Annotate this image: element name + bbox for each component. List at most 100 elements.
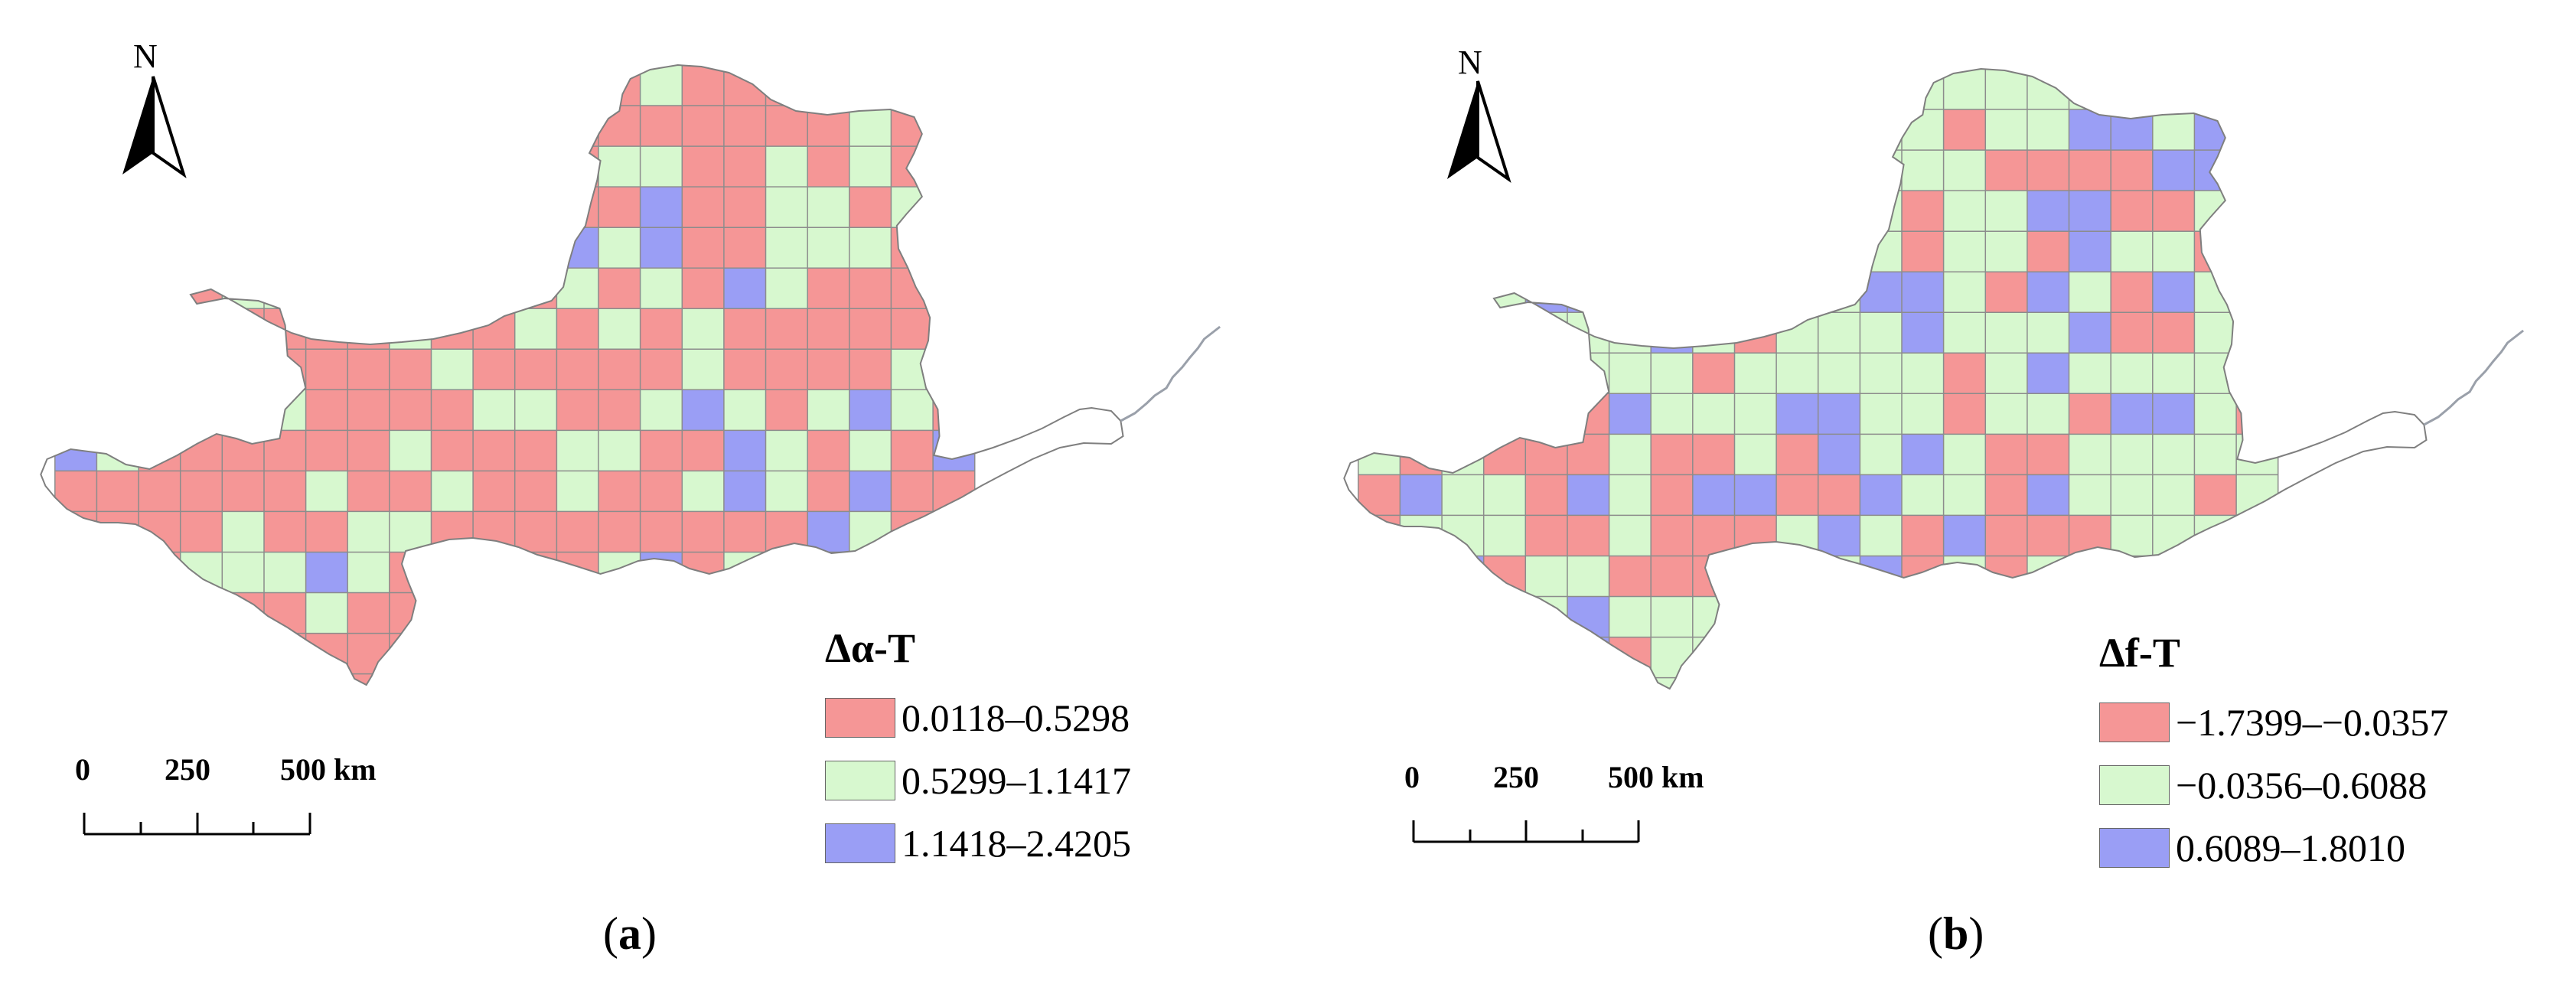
grid-cell (765, 592, 808, 634)
grid-cell (891, 308, 934, 350)
scale-label-0: 0 (1404, 760, 1420, 794)
grid-cell (2236, 272, 2279, 313)
grid-cell (1944, 759, 1986, 800)
grid-cell (2027, 677, 2069, 689)
grid-cell (640, 65, 683, 106)
grid-cell (556, 471, 599, 512)
grid-cell (139, 471, 181, 512)
grid-cell (54, 592, 97, 634)
grid-cell (1734, 150, 1777, 191)
grid-cell (933, 511, 976, 553)
grid-cell (1860, 353, 1903, 394)
grid-cell (96, 552, 139, 593)
grid-cell (1943, 312, 1986, 354)
grid-cell (54, 146, 97, 187)
grid-cell (1525, 312, 1568, 354)
grid-cell (765, 146, 808, 187)
grid-cell (2069, 109, 2111, 151)
grid-cell (2027, 596, 2069, 637)
legend-title: Δα-T (825, 625, 915, 671)
grid-cell (1818, 69, 1860, 110)
grid-cell (765, 308, 808, 350)
grid-cell (765, 390, 808, 431)
grid-cell (347, 592, 390, 634)
grid-cell (1609, 231, 1652, 272)
grid-cell (849, 552, 892, 593)
grid-cell (96, 308, 139, 350)
map-panel-a: N Δα-T 0.0118–0.5298 0.5299–1.1417 1.141… (40, 40, 1221, 957)
grid-cell (1525, 231, 1568, 272)
grid-cell (640, 552, 683, 593)
grid-cell (556, 511, 599, 553)
grid-cell (514, 673, 557, 685)
grid-cell (2027, 759, 2069, 800)
grid-cell (1985, 434, 2028, 475)
grid-cell (264, 673, 307, 685)
grid-cell (1943, 474, 1986, 516)
grid-cell (54, 552, 97, 593)
grid-cell (723, 65, 766, 106)
grid-cell (2236, 474, 2279, 516)
grid-cell (305, 633, 348, 675)
grid-cell (180, 349, 223, 390)
grid-cell (2236, 312, 2279, 354)
grid-cell (347, 715, 390, 756)
grid-cell (682, 349, 725, 390)
grid-cell (389, 227, 432, 269)
grid-cell (389, 187, 432, 228)
grid-cell (1985, 677, 2028, 689)
grid-cell (514, 511, 557, 553)
grid-cell (222, 673, 265, 685)
grid-cell (180, 390, 223, 431)
grid-cell (96, 268, 139, 309)
grid-cell (641, 755, 683, 796)
grid-cell (1985, 596, 2028, 637)
grid-cell (1860, 150, 1903, 191)
grid-cell (849, 308, 892, 350)
legend-item: −1.7399–−0.0357 (2099, 701, 2448, 744)
grid-cell (682, 268, 725, 309)
grid-cell (682, 755, 724, 796)
grid-cell (222, 146, 265, 187)
grid-cell (2027, 474, 2069, 516)
grid-cell (1400, 272, 1443, 313)
grid-cell (556, 673, 599, 685)
grid-cell (849, 146, 892, 187)
grid-cell (723, 430, 766, 471)
grid-cell (807, 146, 850, 187)
grid-cell (1525, 191, 1568, 232)
grid-cell (1693, 719, 1735, 760)
grid-cell (1902, 69, 1945, 110)
grid-cell (96, 471, 139, 512)
grid-cell (264, 592, 307, 634)
grid-cell (2236, 596, 2279, 637)
grid-cell (849, 187, 892, 228)
grid-cell (1400, 393, 1443, 435)
grid-cell (1442, 556, 1485, 597)
grid-cell (640, 673, 683, 685)
grid-cell (640, 349, 683, 390)
grid-cell (1943, 109, 1986, 151)
grid-cell (1567, 353, 1610, 394)
grid-cell (1609, 69, 1652, 110)
grid-cell (54, 511, 97, 553)
grid-cell (1651, 719, 1693, 760)
grid-cell (598, 349, 641, 390)
river-tail-b (2423, 329, 2525, 426)
grid-cell (1400, 109, 1443, 151)
grid-cell (1609, 434, 1652, 475)
grid-cell (1525, 353, 1568, 394)
grid-cell (1776, 109, 1819, 151)
grid-cell (2194, 353, 2237, 394)
grid-cell (556, 715, 598, 756)
grid-cell (640, 511, 683, 553)
grid-cell (807, 187, 850, 228)
grid-cell (1734, 596, 1777, 637)
grid-cell (807, 552, 850, 593)
grid-cell (1609, 556, 1652, 597)
grid-cell (54, 268, 97, 309)
grid-cell (514, 106, 557, 147)
grid-cell (1734, 69, 1777, 110)
grid-cell (1442, 231, 1485, 272)
grid-cell (1609, 272, 1652, 313)
